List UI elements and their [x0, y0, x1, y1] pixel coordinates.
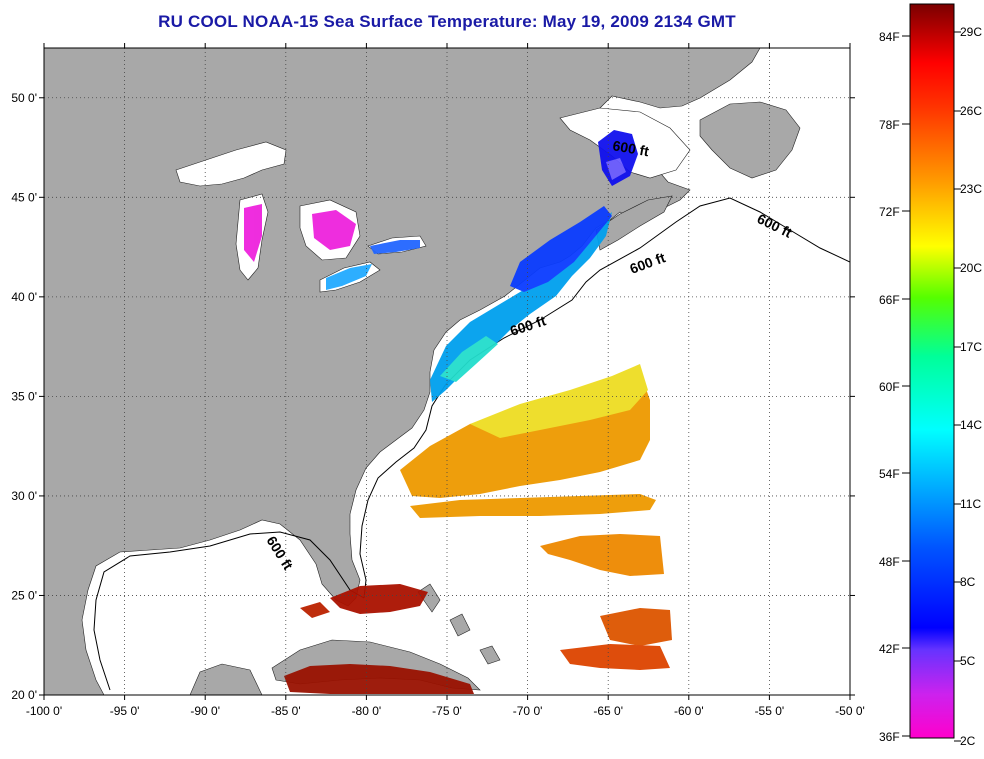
isobath-600ft — [93, 197, 850, 691]
colorbar-label-c: 5C — [960, 654, 976, 668]
colorbar-label-f: 54F — [879, 467, 900, 481]
lat-tick-label: 45 0' — [11, 190, 37, 204]
lon-tick-label: -80 0' — [352, 704, 382, 718]
map-title: RU COOL NOAA-15 Sea Surface Temperature:… — [158, 12, 736, 31]
great-lake-superior — [175, 141, 287, 187]
colorbar — [909, 3, 955, 739]
colorbar-label-c: 11C — [960, 497, 981, 511]
colorbar-label-f: 84F — [879, 30, 900, 44]
colorbar-label-c: 14C — [960, 418, 982, 432]
lat-tick-label: 25 0' — [11, 588, 37, 602]
lat-tick-label: 30 0' — [11, 489, 37, 503]
colorbar-ticks: 84F 78F 72F 66F 60F 54F 48F 42F 36F 29C 26C 23C 20C 1… — [879, 25, 982, 748]
colorbar-label-f: 48F — [879, 555, 900, 569]
lon-tick-label: -70 0' — [513, 704, 543, 718]
lat-tick-label: 40 0' — [11, 290, 37, 304]
colorbar-label-f: 42F — [879, 642, 900, 656]
colorbar-label-f: 78F — [879, 118, 900, 132]
colorbar-label-c: 17C — [960, 340, 982, 354]
colorbar-label-c: 29C — [960, 25, 982, 39]
land-bahamas — [417, 583, 501, 665]
colorbar-label-f: 72F — [879, 205, 900, 219]
colorbar-label-f: 60F — [879, 380, 900, 394]
lat-tick-label: 20 0' — [11, 688, 37, 702]
lon-tick-label: -60 0' — [674, 704, 704, 718]
lat-tick-label: 35 0' — [11, 389, 37, 403]
lon-tick-label: -75 0' — [432, 704, 462, 718]
land-newfoundland — [699, 101, 801, 179]
colorbar-label-f: 66F — [879, 293, 900, 307]
colorbar-label-f: 36F — [879, 730, 900, 744]
map-axes: -100 0' -95 0' -90 0' -85 0' -80 0' -75 0' -70… — [11, 43, 865, 718]
lon-tick-label: -85 0' — [271, 704, 301, 718]
colorbar-label-c: 8C — [960, 575, 976, 589]
lon-tick-label: -55 0' — [755, 704, 785, 718]
isobath-label-newfoundland: 600 ft — [611, 137, 650, 159]
colorbar-label-c: 23C — [960, 182, 982, 196]
lon-tick-label: -90 0' — [190, 704, 220, 718]
lon-tick-label: -65 0' — [593, 704, 623, 718]
land-yucatan — [189, 663, 263, 695]
colorbar-label-c: 2C — [960, 734, 976, 748]
lon-tick-label: -50 0' — [835, 704, 865, 718]
lon-tick-label: -95 0' — [110, 704, 140, 718]
colorbar-label-c: 20C — [960, 261, 982, 275]
lon-tick-label: -100 0' — [26, 704, 62, 718]
lat-tick-label: 50 0' — [11, 91, 37, 105]
land-nova-scotia — [595, 195, 673, 251]
colorbar-label-c: 26C — [960, 104, 982, 118]
